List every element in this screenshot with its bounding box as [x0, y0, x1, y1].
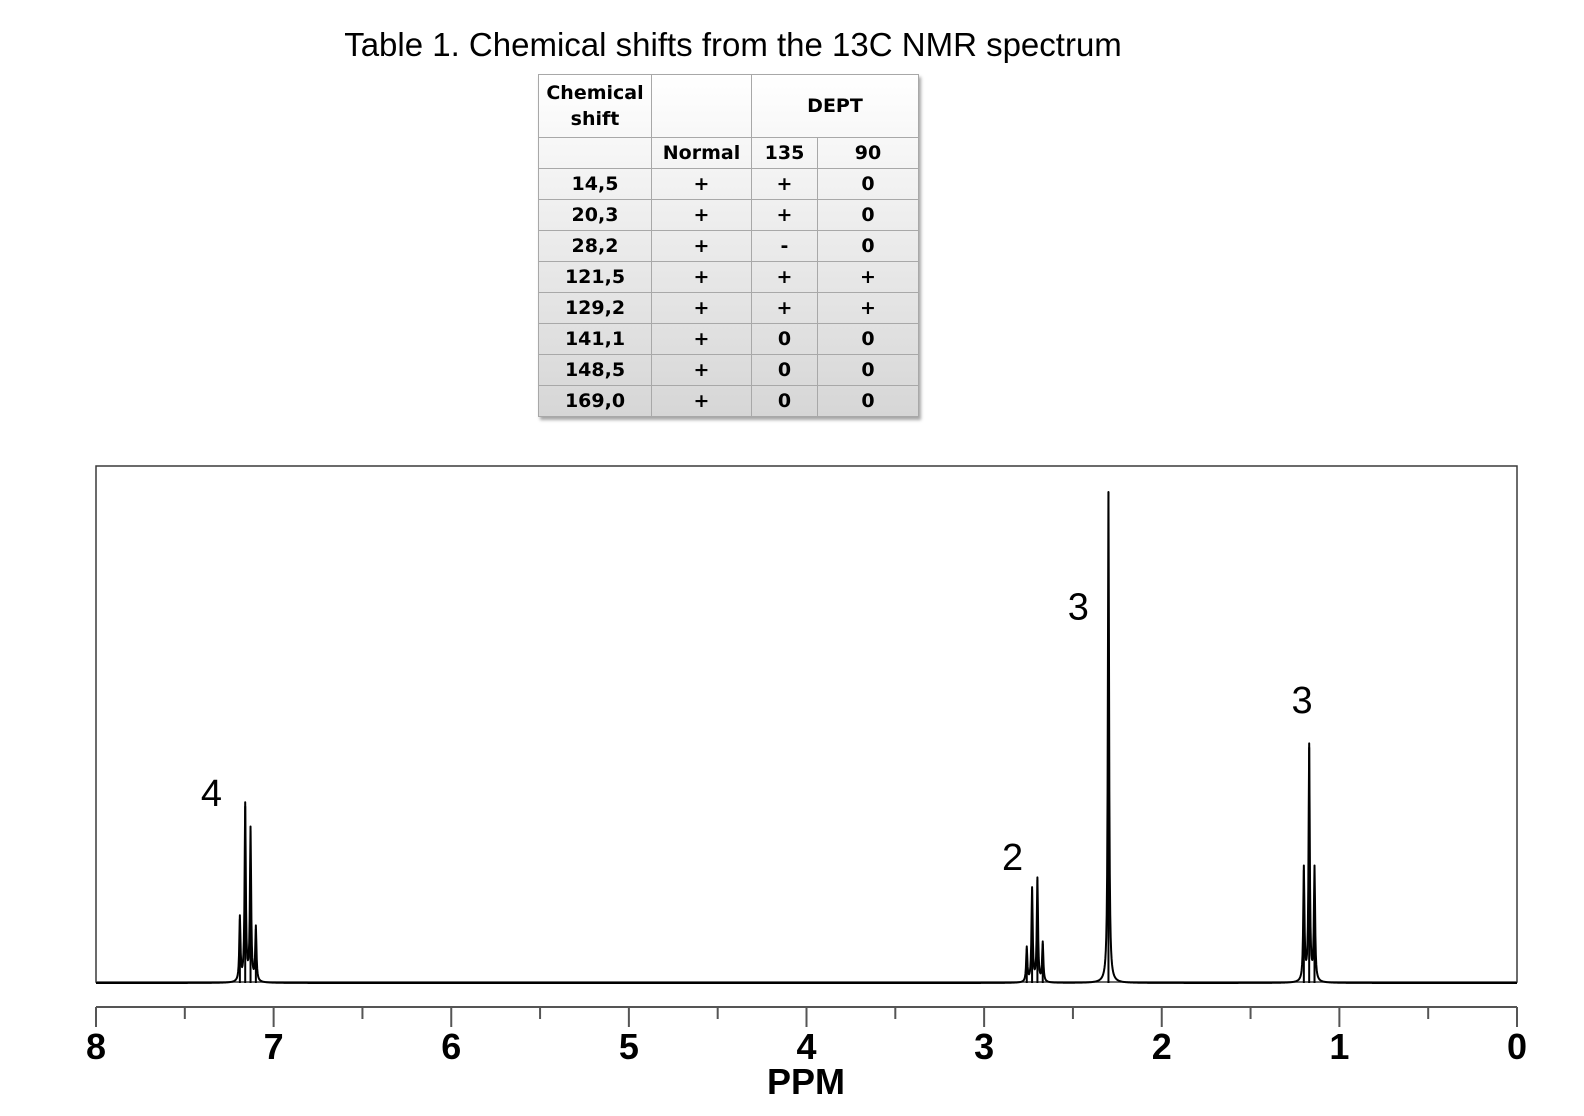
cell-normal: +	[651, 323, 752, 355]
cell-normal: +	[651, 230, 752, 262]
cell-dept90: 0	[817, 323, 919, 355]
x-axis-tick-labels: 8 7 6 5 4 3 2 1 0	[86, 1026, 1527, 1067]
cell-dept135: +	[751, 168, 818, 200]
cell-dept90: +	[817, 261, 919, 293]
spectrum-line	[95, 490, 1518, 984]
cell-shift: 121,5	[538, 261, 652, 293]
x-tick-label: 2	[1152, 1026, 1172, 1067]
cell-shift: 141,1	[538, 323, 652, 355]
chemical-shift-table: Chemical shift DEPT Normal 135 90 14,5 +…	[538, 74, 919, 417]
table-row: 169,0 + 0 0	[538, 385, 919, 417]
cell-dept135: +	[751, 261, 818, 293]
table-row: 20,3 + + 0	[538, 199, 919, 231]
peak-annotations: 4 2 3 3	[201, 587, 1313, 879]
table-title: Table 1. Chemical shifts from the 13C NM…	[344, 26, 1122, 63]
table-row: 121,5 + + +	[538, 261, 919, 293]
x-tick-label: 3	[974, 1026, 994, 1067]
x-tick-label: 0	[1507, 1026, 1527, 1067]
x-tick-label: 1	[1329, 1026, 1349, 1067]
table-row: 28,2 + - 0	[538, 230, 919, 262]
spectrum-peaks	[238, 492, 1316, 983]
x-axis-label: PPM	[767, 1061, 845, 1102]
x-tick-label: 4	[796, 1026, 816, 1067]
header-blank	[651, 74, 752, 138]
cell-dept90: 0	[817, 354, 919, 386]
cell-dept135: 0	[751, 385, 818, 417]
peak-integration-label: 2	[1002, 837, 1023, 879]
peak-integration-label: 4	[201, 773, 222, 815]
table-header-row: Chemical shift DEPT	[538, 74, 919, 138]
peak-integration-label: 3	[1292, 680, 1313, 722]
table-subheader-row: Normal 135 90	[538, 137, 919, 169]
cell-dept90: 0	[817, 199, 919, 231]
cell-dept90: 0	[817, 168, 919, 200]
header-dept: DEPT	[751, 74, 919, 138]
x-axis-ticks	[95, 1007, 1518, 1027]
table-row: 14,5 + + 0	[538, 168, 919, 200]
x-tick-label: 7	[264, 1026, 284, 1067]
cell-dept135: 0	[751, 354, 818, 386]
peak-integration-label: 3	[1068, 587, 1089, 629]
x-tick-label: 8	[86, 1026, 106, 1067]
cell-dept90: +	[817, 292, 919, 324]
cell-normal: +	[651, 168, 752, 200]
cell-normal: +	[651, 385, 752, 417]
x-tick-label: 6	[441, 1026, 461, 1067]
subheader-dept135: 135	[751, 137, 818, 169]
x-tick-label: 5	[619, 1026, 639, 1067]
header-chemical-shift: Chemical shift	[538, 74, 652, 138]
cell-dept135: -	[751, 230, 818, 262]
cell-dept90: 0	[817, 385, 919, 417]
